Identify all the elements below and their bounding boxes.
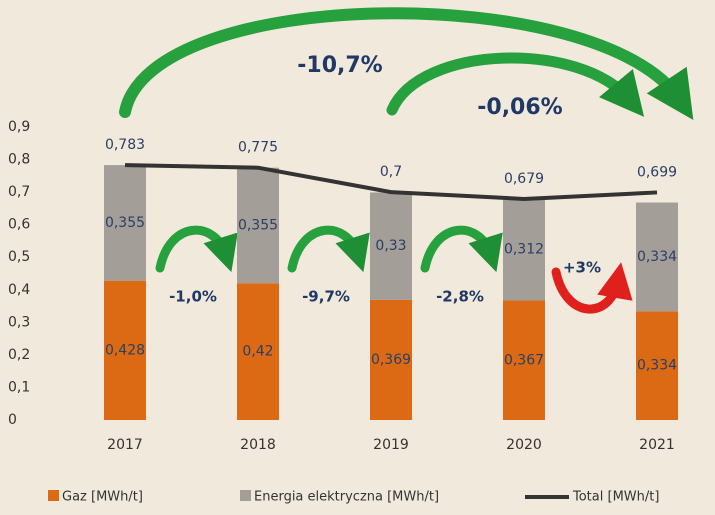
y-tick-label: 0,2 bbox=[8, 347, 30, 363]
value-label: 0,699 bbox=[637, 164, 677, 180]
value-label: 0,33 bbox=[375, 238, 406, 254]
value-label: 0,355 bbox=[105, 215, 145, 231]
value-label: 0,7 bbox=[380, 164, 402, 180]
bar bbox=[503, 300, 545, 420]
bar bbox=[104, 280, 146, 420]
y-tick-label: 0,6 bbox=[8, 217, 30, 233]
legend-swatch bbox=[240, 490, 251, 501]
bar bbox=[104, 165, 146, 281]
arrow bbox=[386, 52, 645, 117]
y-tick-label: 0,7 bbox=[8, 184, 30, 200]
value-label: 0,367 bbox=[504, 352, 544, 368]
arrow bbox=[287, 225, 370, 273]
value-label: 0,775 bbox=[238, 140, 278, 156]
annotation: -1,0% bbox=[169, 288, 217, 306]
x-tick-label: 2017 bbox=[107, 437, 143, 453]
arrow bbox=[551, 262, 633, 314]
x-tick-label: 2019 bbox=[373, 437, 409, 453]
legend-label: Total [MWh/t] bbox=[572, 490, 659, 505]
line bbox=[124, 163, 658, 201]
bar bbox=[636, 202, 678, 312]
value-label: 0,679 bbox=[504, 171, 544, 187]
bar bbox=[636, 311, 678, 420]
value-label: 0,355 bbox=[238, 217, 278, 233]
legend-swatch bbox=[48, 490, 59, 501]
value-label: 0,42 bbox=[242, 344, 273, 360]
x-tick-label: 2020 bbox=[506, 437, 542, 453]
y-tick-label: 0 bbox=[8, 412, 17, 428]
annotation: -10,7% bbox=[297, 53, 382, 78]
annotation: +3% bbox=[563, 259, 601, 277]
arrows bbox=[119, 7, 694, 314]
y-tick-label: 0,9 bbox=[8, 119, 30, 135]
arrow bbox=[155, 225, 238, 273]
value-label: 0,312 bbox=[504, 242, 544, 258]
value-label: 0,369 bbox=[371, 352, 411, 368]
annotation: -2,8% bbox=[436, 288, 484, 306]
value-label: 0,428 bbox=[105, 342, 145, 358]
y-tick-label: 0,8 bbox=[8, 152, 30, 168]
annotation: -0,06% bbox=[477, 95, 562, 120]
annotation: -9,7% bbox=[302, 288, 350, 306]
x-tick-label: 2021 bbox=[639, 437, 675, 453]
y-tick-label: 0,5 bbox=[8, 249, 30, 265]
y-tick-label: 0,3 bbox=[8, 314, 30, 330]
bar bbox=[370, 192, 412, 300]
arrow bbox=[119, 7, 694, 120]
bar bbox=[503, 198, 545, 301]
y-tick-label: 0,4 bbox=[8, 282, 30, 298]
y-tick-label: 0,1 bbox=[8, 379, 30, 395]
bar bbox=[237, 167, 279, 284]
bar bbox=[237, 283, 279, 420]
legend-label: Gaz [MWh/t] bbox=[62, 490, 143, 505]
x-tick-label: 2018 bbox=[240, 437, 276, 453]
value-label: 0,334 bbox=[637, 358, 677, 374]
bar bbox=[370, 299, 412, 420]
value-label: 0,783 bbox=[105, 137, 145, 153]
legend-label: Energia elektryczna [MWh/t] bbox=[254, 490, 439, 505]
arrow bbox=[420, 225, 503, 273]
value-label: 0,334 bbox=[637, 249, 677, 265]
